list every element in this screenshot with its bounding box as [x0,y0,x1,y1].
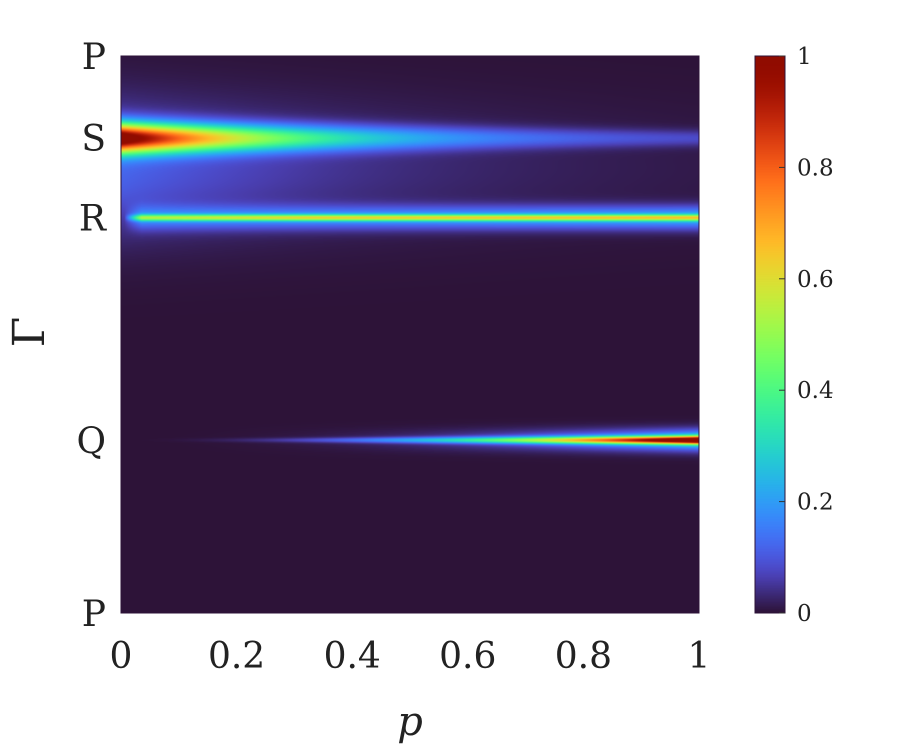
colorbar-tick-label: 1 [797,44,812,70]
x-tick-label: 0.6 [439,636,496,677]
colorbar-tick-label: 0.2 [797,490,834,516]
x-axis-label: p [397,699,423,745]
x-tick-label: 0.8 [555,636,612,677]
y-tick-label: P [82,594,106,635]
x-tick-label: 0 [110,636,133,677]
heatmap-image [121,56,699,613]
colorbar-gradient [755,56,785,613]
x-tick-label: 0.2 [208,636,265,677]
x-tick-label: 0.4 [324,636,381,677]
x-tick-label: 1 [688,636,711,677]
y-tick-label: Q [76,421,106,462]
y-axis-label: Γ [4,317,55,348]
colorbar-tick-label: 0 [797,601,812,627]
y-tick-label: P [82,37,106,78]
colorbar-tick-label: 0.8 [797,155,834,181]
y-tick-label: R [79,199,107,240]
colorbar-tick-label: 0.4 [797,378,834,404]
y-tick-label: S [81,119,106,160]
x-tick-labels: 0 0.2 0.4 0.6 0.8 1 [110,636,711,677]
colorbar-frame [754,55,786,614]
colorbar-tick-label: 0.6 [797,267,834,293]
plot-frame [120,55,700,614]
colorbar-tick-labels: 0 0.2 0.4 0.6 0.8 1 [779,44,834,627]
